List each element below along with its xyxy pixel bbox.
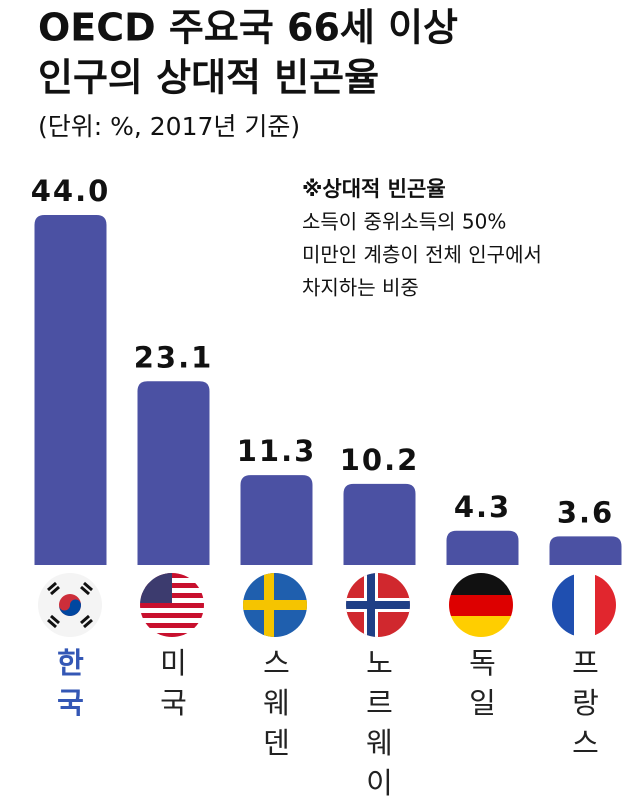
- note-title: ※상대적 빈곤율: [302, 177, 446, 201]
- value-label: 10.2: [340, 443, 420, 477]
- bar: [137, 381, 210, 565]
- flag-korea: [38, 573, 102, 637]
- value-label: 4.3: [454, 490, 511, 524]
- note-line: 미만인 계층이 전체 인구에서: [302, 243, 542, 267]
- bar: [343, 483, 416, 565]
- value-label: 11.3: [237, 434, 317, 468]
- bar: [34, 215, 107, 565]
- flag-sweden: [243, 573, 307, 637]
- chart-title: 인구의 상대적 빈곤율: [38, 56, 379, 100]
- flag-norway: [346, 573, 410, 637]
- flag-germany: [449, 573, 513, 637]
- value-label: 44.0: [31, 174, 111, 208]
- bar: [446, 530, 519, 565]
- value-label: 3.6: [557, 495, 614, 529]
- chart-subtitle: (단위: %, 2017년 기준): [38, 112, 300, 141]
- bar: [240, 475, 313, 565]
- flag-usa: [140, 573, 204, 637]
- note-line: 소득이 중위소득의 50%: [302, 210, 506, 234]
- flag-france: [552, 573, 616, 637]
- bar: [549, 536, 622, 565]
- value-label: 23.1: [134, 340, 214, 374]
- chart-title: OECD 주요국 66세 이상: [38, 6, 458, 50]
- note-line: 차지하는 비중: [302, 276, 419, 300]
